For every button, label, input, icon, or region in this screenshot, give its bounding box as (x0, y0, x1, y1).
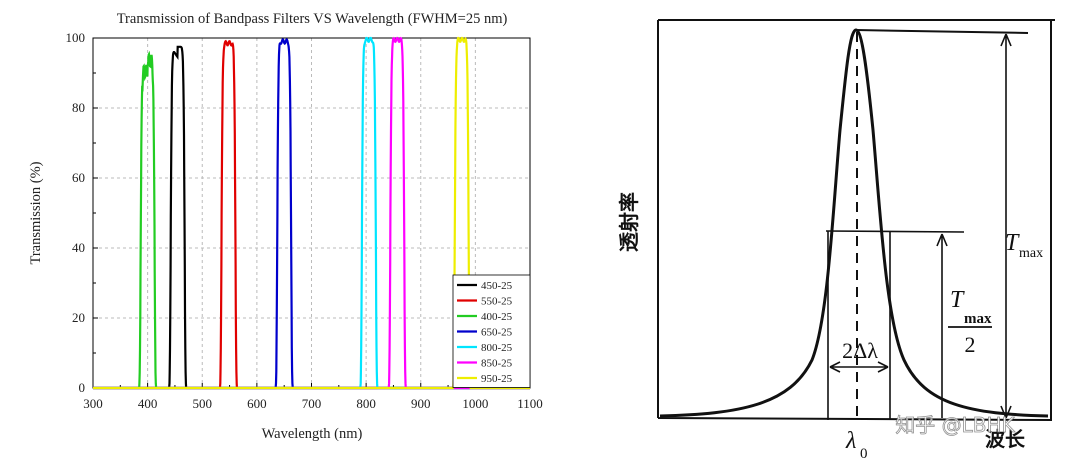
legend-label-550-25: 550-25 (481, 296, 513, 308)
diagram-y-label: 透射率 (617, 192, 641, 252)
tmax-level-line (855, 29, 1029, 34)
diagram-x-label: 波长 (985, 427, 1026, 451)
watermark: 知乎 @LBHK (895, 413, 1015, 437)
legend-label-650-25: 650-25 (481, 327, 513, 339)
series-lines (93, 36, 530, 390)
y-tick-label-0: 0 (79, 380, 86, 395)
y-tick-label-40: 40 (72, 240, 85, 255)
center-wavelength-label: λ 0 (845, 428, 868, 462)
diagram-frame (657, 19, 1055, 421)
x-axis-label: Wavelength (nm) (262, 426, 363, 442)
x-tick-label-600: 600 (247, 396, 267, 411)
x-tick-label-1100: 1100 (517, 396, 543, 411)
half-max-denominator: 2 (965, 332, 976, 357)
x-tick-label-900: 900 (411, 396, 431, 411)
half-max-label: T max 2 (948, 287, 992, 357)
half-max-numerator-sub: max (964, 311, 992, 327)
width-label: 2Δλ (842, 338, 878, 363)
y-tick-label-100: 100 (66, 30, 86, 45)
x-tick-label-400: 400 (138, 396, 158, 411)
tmax-arrow (1000, 33, 1012, 419)
bandpass-diagram: 透射率 2Δλ T max T max 2 λ 0 波长 知乎 @LBHK (617, 19, 1055, 462)
x-tick-label-300: 300 (83, 396, 103, 411)
half-max-numerator: T (950, 287, 965, 313)
chart-legend: 450-25 550-25 400-25 650-25 800-25 850-25 950-… (452, 274, 531, 388)
tmax-label: T max (1005, 230, 1043, 261)
chart-grid (93, 38, 530, 388)
legend-label-800-25: 800-25 (481, 342, 513, 354)
y-tick-label-80: 80 (72, 100, 85, 115)
half-max-line (825, 230, 965, 233)
y-tick-label-60: 60 (72, 170, 85, 185)
tmax-label-main: T (1005, 230, 1020, 256)
center-label-main: λ (845, 428, 856, 454)
x-tick-label-700: 700 (302, 396, 322, 411)
half-max-arrow (936, 233, 948, 418)
legend-label-450-25: 450-25 (481, 280, 513, 292)
y-axis-label: Transmission (%) (28, 161, 44, 264)
chart-title: Transmission of Bandpass Filters VS Wave… (117, 11, 508, 27)
transmission-chart: Transmission of Bandpass Filters VS Wave… (28, 11, 543, 442)
x-tick-label-500: 500 (193, 396, 213, 411)
series-line-950-25 (93, 36, 530, 390)
width-arrow (829, 361, 889, 373)
axis-ticks: 300 400 500 600 700 800 900 1000 1100 0 20 40 60 80 10… (66, 30, 543, 411)
y-tick-label-20: 20 (72, 310, 85, 325)
center-label-sub: 0 (860, 446, 868, 462)
x-tick-label-1000: 1000 (462, 396, 488, 411)
legend-label-950-25: 950-25 (481, 373, 513, 385)
x-tick-label-800: 800 (356, 396, 376, 411)
legend-label-400-25: 400-25 (481, 311, 513, 323)
tmax-label-sub: max (1019, 246, 1043, 261)
legend-label-850-25: 850-25 (481, 358, 513, 370)
